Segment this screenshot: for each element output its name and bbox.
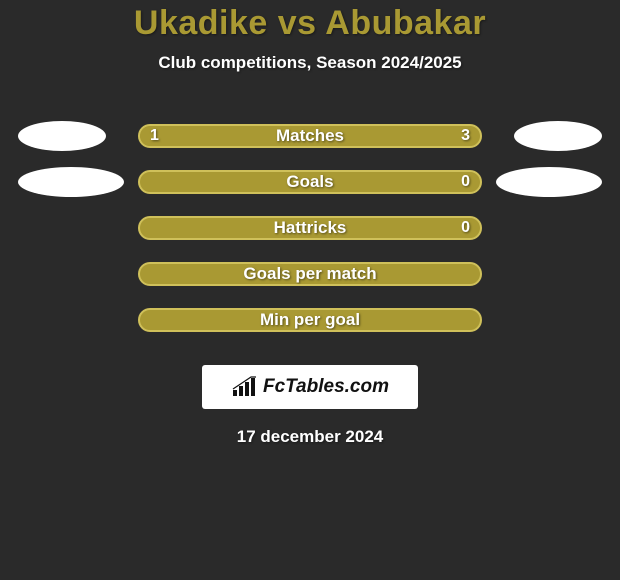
bar-value-left: 1 [150,126,159,146]
stat-row: Hattricks0 [0,205,620,251]
page-title: Ukadike vs Abubakar [0,4,620,43]
bar-track: Hattricks0 [138,216,482,240]
bar-track: Goals per match [138,262,482,286]
bar-label: Min per goal [140,310,480,330]
bar-track: Min per goal [138,308,482,332]
bar-label: Goals per match [140,264,480,284]
header: Ukadike vs Abubakar Club competitions, S… [0,0,620,73]
stat-row: Goals0 [0,159,620,205]
branding-badge: FcTables.com [202,365,418,409]
bar-value-right: 0 [461,172,470,192]
player-avatar-right [514,121,602,151]
stat-row: Goals per match [0,251,620,297]
footer-date: 17 december 2024 [0,427,620,447]
player-avatar-left [18,167,124,197]
bar-label: Goals [140,172,480,192]
bar-track: Matches1 3 [138,124,482,148]
page-subtitle: Club competitions, Season 2024/2025 [0,53,620,73]
player-avatar-right [496,167,602,197]
branding-text: FcTables.com [263,376,389,398]
stat-row: Min per goal [0,297,620,343]
bar-value-right: 3 [461,126,470,146]
comparison-chart: Matches13Goals0Hattricks0Goals per match… [0,113,620,343]
bar-value-right: 0 [461,218,470,238]
chart-icon [231,376,257,398]
bar-track: Goals0 [138,170,482,194]
bar-label: Hattricks [140,218,480,238]
player-avatar-left [18,121,106,151]
stat-row: Matches1 3 [0,113,620,159]
page-root: Ukadike vs Abubakar Club competitions, S… [0,0,620,580]
bar-label: Matches [140,126,480,146]
